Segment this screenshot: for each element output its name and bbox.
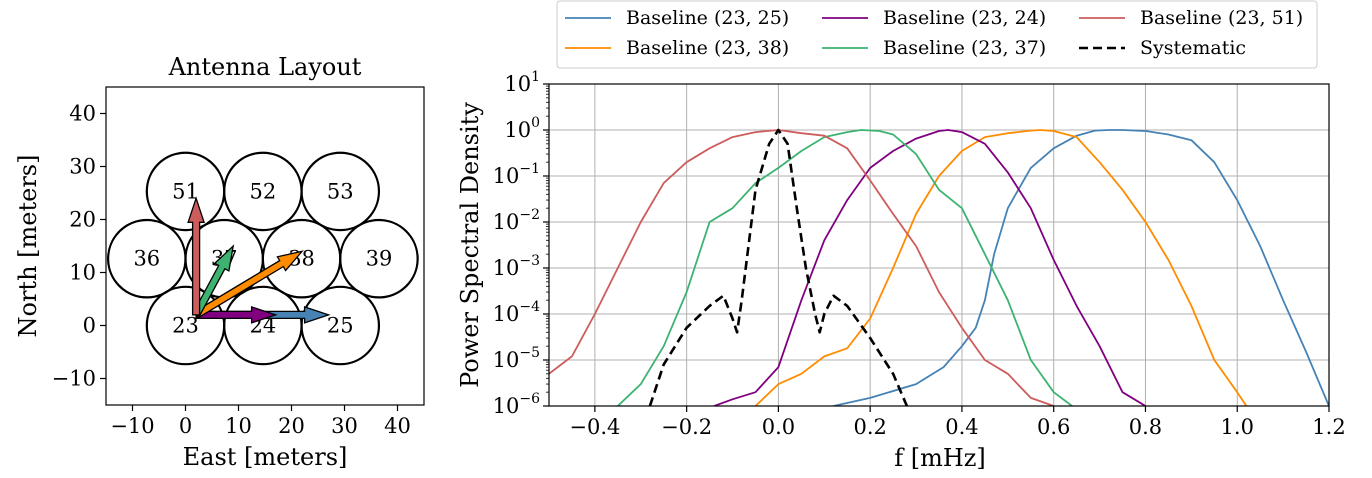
psd-y-axis-label: Power Spectral Density xyxy=(456,102,484,388)
antenna-y-tick-label: 10 xyxy=(69,261,96,285)
psd-x-tick-label: −0.4 xyxy=(569,415,620,439)
antenna-layout-title: Antenna Layout xyxy=(168,53,362,81)
psd-panel: −0.4 −0.2 0.0 0.2 0.4 0.6 0.8 1.0 1.2 101 100 10−1… xyxy=(456,69,1346,472)
psd-y-tick-label: 10−6 xyxy=(493,391,540,418)
antenna-23-label: 23 xyxy=(172,314,199,338)
psd-x-tick-label: −0.2 xyxy=(661,415,712,439)
antenna-x-tick-label: 20 xyxy=(278,414,305,438)
antenna-y-tick-label: 30 xyxy=(69,155,96,179)
psd-y-tick-label: 100 xyxy=(504,115,540,142)
psd-x-tick-label: 0.6 xyxy=(1037,415,1070,439)
antenna-25-label: 25 xyxy=(327,314,354,338)
antenna-x-tick-label: 0 xyxy=(179,414,192,438)
psd-x-tick-label: 1.2 xyxy=(1312,415,1345,439)
antenna-52-label: 52 xyxy=(250,179,277,203)
psd-y-tick-label: 10−2 xyxy=(493,207,540,234)
antenna-x-ticks: −10 0 10 20 30 40 xyxy=(110,405,411,438)
psd-y-tick-label: 101 xyxy=(504,69,540,96)
antenna-y-tick-label: 40 xyxy=(69,102,96,126)
antenna-layout-panel: Antenna Layout 23242536373839515253 −100… xyxy=(14,53,424,471)
antenna-51-label: 51 xyxy=(172,179,199,203)
psd-x-tick-label: 1.0 xyxy=(1221,415,1254,439)
psd-plot-frame xyxy=(549,84,1329,406)
antenna-36-label: 36 xyxy=(133,247,160,271)
legend-entry-label: Baseline (23, 51) xyxy=(1140,7,1303,29)
psd-x-axis-label: f [mHz] xyxy=(894,444,986,472)
psd-x-tick-label: 0.0 xyxy=(762,415,795,439)
antenna-y-tick-label: 0 xyxy=(83,314,96,338)
legend-entry-label: Baseline (23, 24) xyxy=(883,7,1046,29)
psd-y-tick-label: 10−1 xyxy=(493,161,540,188)
psd-y-tick-label: 10−4 xyxy=(493,299,540,326)
antenna-y-tick-label: −10 xyxy=(52,367,96,391)
psd-x-tick-label: 0.2 xyxy=(853,415,886,439)
psd-y-tick-label: 10−5 xyxy=(493,345,540,372)
legend: Baseline (23, 25) Baseline (23, 38) Baseli… xyxy=(557,1,1317,68)
antenna-39-label: 39 xyxy=(366,247,393,271)
psd-grid xyxy=(549,84,1329,406)
antenna-y-tick-label: 20 xyxy=(69,208,96,232)
antenna-x-tick-label: 30 xyxy=(331,414,358,438)
psd-x-tick-label: 0.4 xyxy=(945,415,978,439)
legend-entry-label: Baseline (23, 37) xyxy=(883,37,1046,59)
psd-x-tick-label: 0.8 xyxy=(1129,415,1162,439)
psd-x-ticks: −0.4 −0.2 0.0 0.2 0.4 0.6 0.8 1.0 1.2 xyxy=(569,406,1345,439)
legend-entry-label: Systematic xyxy=(1140,37,1246,59)
antenna-y-ticks: −10 0 10 20 30 40 xyxy=(52,102,106,391)
antenna-x-tick-label: −10 xyxy=(110,414,154,438)
antenna-y-axis-label: North [meters] xyxy=(14,155,42,338)
psd-y-tick-label: 10−3 xyxy=(493,253,540,280)
antenna-x-tick-label: 40 xyxy=(384,414,411,438)
legend-entry-label: Baseline (23, 25) xyxy=(626,7,789,29)
antenna-x-axis-label: East [meters] xyxy=(183,443,348,471)
legend-entry-label: Baseline (23, 38) xyxy=(626,37,789,59)
antenna-plot-area: 23242536373839515253 xyxy=(108,153,418,364)
antenna-53-label: 53 xyxy=(327,179,354,203)
antenna-x-tick-label: 10 xyxy=(225,414,252,438)
psd-y-ticks: 101 100 10−1 10−2 10−3 10−4 10−5 10−6 xyxy=(493,69,549,418)
